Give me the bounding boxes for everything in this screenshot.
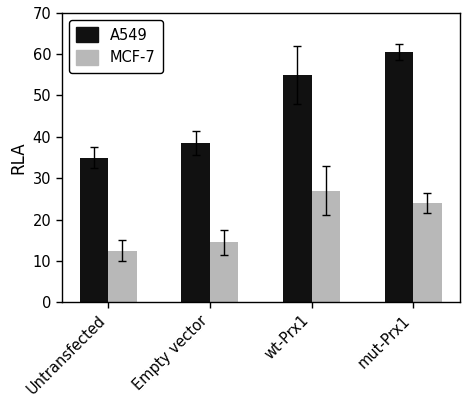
Bar (311, 191, 340, 302)
Bar (80, 158, 108, 302)
Bar (413, 203, 442, 302)
Bar (385, 52, 413, 302)
Bar (283, 75, 311, 302)
Y-axis label: RLA: RLA (9, 141, 27, 174)
Bar (210, 242, 238, 302)
Bar (182, 143, 210, 302)
Bar (108, 251, 137, 302)
Legend: A549, MCF-7: A549, MCF-7 (69, 20, 163, 73)
